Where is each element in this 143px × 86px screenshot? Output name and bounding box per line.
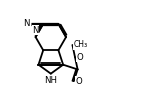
Text: CH₃: CH₃: [73, 41, 87, 49]
Text: NH: NH: [44, 76, 57, 85]
Text: O: O: [76, 77, 83, 86]
Text: N: N: [23, 19, 29, 28]
Text: N: N: [32, 26, 39, 35]
Text: O: O: [76, 53, 83, 62]
